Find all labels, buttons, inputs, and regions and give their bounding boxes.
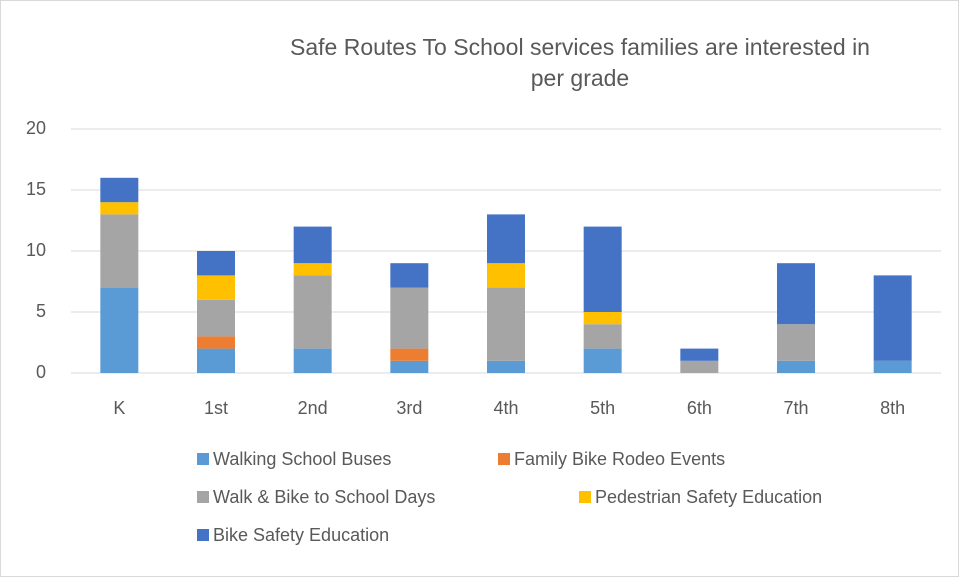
x-tick-label: 8th	[880, 398, 905, 418]
x-tick-label: 3rd	[396, 398, 422, 418]
bar-segment	[680, 360, 719, 373]
bar-segment	[390, 348, 429, 361]
bar-segment	[487, 287, 525, 361]
bar-segment	[293, 263, 332, 276]
x-tick-label: 6th	[687, 398, 712, 418]
bar-segment	[100, 202, 139, 215]
legend-label: Family Bike Rodeo Events	[514, 449, 725, 469]
bar-segment	[777, 360, 815, 373]
x-tick-label: K	[113, 398, 125, 418]
bar-segment	[197, 251, 235, 276]
bar-segment	[293, 226, 332, 264]
legend-label: Walking School Buses	[213, 449, 391, 469]
chart-title: Safe Routes To School services families …	[290, 34, 870, 91]
bar-segment	[197, 336, 235, 349]
bar-segment	[390, 287, 429, 349]
x-tick-label: 4th	[493, 398, 518, 418]
bar-segment	[583, 312, 622, 325]
bar-segment	[197, 275, 235, 300]
bar-segment	[873, 275, 912, 361]
bar-segment	[390, 263, 429, 288]
y-tick-label: 20	[26, 118, 46, 138]
legend-swatch	[197, 529, 209, 541]
bar-segment	[100, 214, 139, 288]
legend-swatch	[579, 491, 591, 503]
bar-segment	[100, 177, 139, 203]
x-tick-label: 1st	[204, 398, 228, 418]
bar-segment	[583, 348, 622, 373]
legend-swatch	[197, 453, 209, 465]
bar-segment	[777, 263, 815, 325]
bar-segment	[197, 299, 235, 337]
y-tick-label: 5	[36, 301, 46, 321]
bar-segment	[487, 263, 525, 288]
bar-segment	[680, 348, 719, 361]
bar-segment	[293, 348, 332, 373]
bar-segment	[487, 214, 525, 264]
y-tick-label: 0	[36, 362, 46, 382]
bar-segment	[873, 360, 912, 373]
bar-segment	[197, 348, 235, 373]
legend-label: Pedestrian Safety Education	[595, 487, 822, 507]
legend-label: Walk & Bike to School Days	[213, 487, 435, 507]
legend-label: Bike Safety Education	[213, 525, 389, 545]
x-tick-label: 7th	[783, 398, 808, 418]
bar-segment	[293, 275, 332, 349]
legend-swatch	[197, 491, 209, 503]
y-tick-label: 10	[26, 240, 46, 260]
y-tick-label: 15	[26, 179, 46, 199]
bar-segment	[583, 324, 622, 349]
bar-segment	[100, 287, 139, 373]
legend-swatch	[498, 453, 510, 465]
x-tick-label: 2nd	[298, 398, 328, 418]
bar-segment	[487, 360, 525, 373]
x-tick-label: 5th	[590, 398, 615, 418]
bar-segment	[390, 360, 429, 373]
bar-segment	[583, 226, 622, 312]
bar-segment	[777, 324, 815, 361]
